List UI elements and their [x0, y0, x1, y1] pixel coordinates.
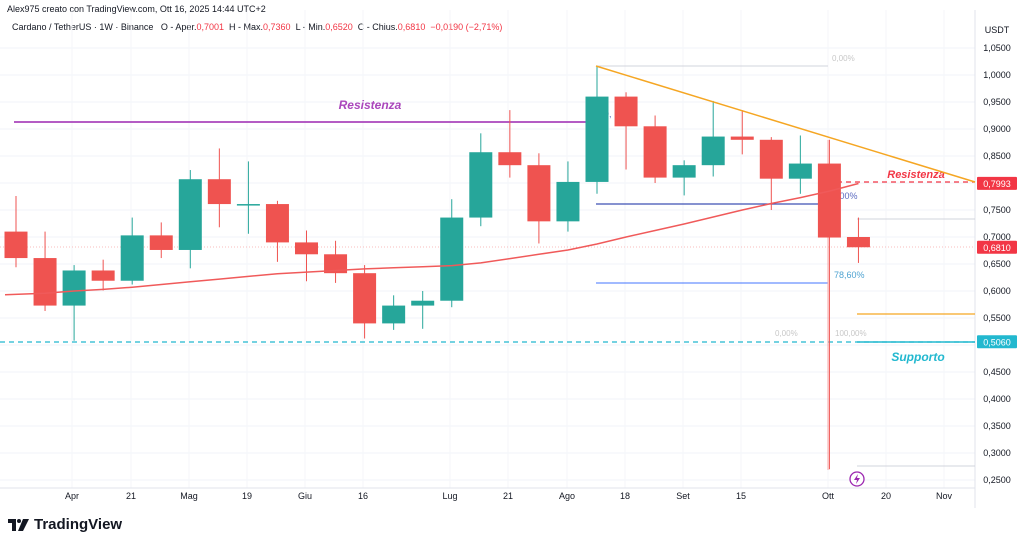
open-value: 0,7001	[196, 22, 224, 32]
fib-0-low-label: 0,00%	[775, 329, 798, 338]
time-axis[interactable]: Apr 21 Mag 19 Giu 16 Lug 21 Ago 18 Set 15 Ott 20 Nov	[65, 491, 953, 501]
candle[interactable]	[411, 291, 435, 329]
open-label: O - Aper.	[160, 22, 197, 32]
price-tick: 0,9500	[983, 97, 1011, 107]
price-badge: 0,7993	[977, 176, 1017, 190]
candle[interactable]	[178, 170, 202, 269]
fib-786-label: 78,60%	[834, 270, 865, 280]
resistance-label-right: Resistenza	[887, 169, 944, 181]
candlesticks[interactable]	[4, 65, 870, 470]
price-badge: 0,5060	[977, 335, 1017, 349]
price-tick: 0,2500	[983, 475, 1011, 485]
time-tick: 16	[358, 491, 368, 501]
resistance-label-top: Resistenza	[339, 98, 402, 112]
time-tick: 15	[736, 491, 746, 501]
time-tick: 18	[620, 491, 630, 501]
price-tick: 0,3000	[983, 448, 1011, 458]
currency-label: USDT	[985, 25, 1010, 35]
close-value: 0,6810	[397, 22, 426, 32]
candle[interactable]	[701, 100, 725, 177]
time-tick: Ago	[559, 491, 575, 501]
time-tick: 20	[881, 491, 891, 501]
fib-0-top-label: 0,00%	[832, 54, 855, 63]
svg-text:0,7993: 0,7993	[983, 179, 1011, 189]
candle[interactable]	[265, 200, 289, 262]
tradingview-logo-icon	[8, 518, 29, 531]
candle[interactable]	[324, 240, 348, 283]
brand-name: TradingView	[34, 516, 123, 533]
svg-text:0,6810: 0,6810	[983, 243, 1011, 253]
candle[interactable]	[4, 195, 28, 268]
candle[interactable]	[382, 295, 406, 330]
candle[interactable]	[556, 161, 580, 232]
price-tick: 0,5500	[983, 313, 1011, 323]
descending-trendline[interactable]	[595, 65, 976, 183]
candle[interactable]	[295, 230, 318, 282]
candle[interactable]	[62, 265, 86, 341]
price-tick: 1,0500	[983, 43, 1011, 53]
time-tick: Apr	[65, 491, 79, 501]
price-tick: 0,3500	[983, 421, 1011, 431]
time-tick: Ott	[822, 491, 835, 501]
time-tick: Set	[676, 491, 690, 501]
candle[interactable]	[643, 115, 667, 184]
tradingview-logo[interactable]: TradingView	[8, 516, 122, 533]
author-line: Alex975 creato con TradingView.com, Ott …	[7, 4, 266, 14]
svg-text:0,5060: 0,5060	[983, 337, 1011, 347]
price-tick: 0,9000	[983, 124, 1011, 134]
low-label: L - Min.	[295, 22, 326, 32]
symbol-name[interactable]: Cardano / TetherUS · 1W · Binance	[12, 22, 154, 32]
candle[interactable]	[236, 161, 260, 234]
low-value: 0,6520	[325, 22, 353, 32]
candle[interactable]	[585, 65, 609, 194]
price-badge: 0,6810	[977, 240, 1017, 254]
candle[interactable]	[149, 222, 173, 259]
close-label: C - Chius.	[357, 22, 398, 32]
high-label: H - Max.	[229, 22, 264, 32]
candle[interactable]	[498, 110, 522, 178]
ohlc-legend: Cardano / TetherUS · 1W · Binance O - Ap…	[12, 22, 502, 32]
price-tick: 0,7500	[983, 205, 1011, 215]
candle[interactable]	[207, 148, 231, 228]
time-tick: Mag	[180, 491, 198, 501]
price-tick: 0,4500	[983, 367, 1011, 377]
change-value: −0,0190 (−2,71%)	[430, 22, 503, 32]
candle[interactable]	[817, 139, 841, 470]
price-tick: 1,0000	[983, 70, 1011, 80]
time-tick: Nov	[936, 491, 953, 501]
candle[interactable]	[846, 217, 870, 263]
time-tick: 21	[126, 491, 136, 501]
candle[interactable]	[672, 160, 696, 196]
price-badges: 0,7993 0,6810 0,5060	[977, 176, 1017, 349]
time-tick: 19	[242, 491, 252, 501]
candle[interactable]	[440, 199, 464, 308]
price-tick: 0,7000	[983, 232, 1011, 242]
price-tick: 0,6500	[983, 259, 1011, 269]
high-value: 0,7360	[263, 22, 291, 32]
grid-lines	[0, 10, 975, 488]
candle[interactable]	[527, 153, 551, 244]
fib-0-mid-label: 0,00%	[832, 191, 858, 201]
price-tick: 0,6000	[983, 286, 1011, 296]
time-tick: Giu	[298, 491, 312, 501]
candle[interactable]	[353, 265, 377, 339]
time-tick: 21	[503, 491, 513, 501]
candle[interactable]	[730, 110, 754, 155]
candle[interactable]	[33, 231, 57, 311]
candle[interactable]	[759, 137, 783, 210]
candle[interactable]	[614, 92, 638, 170]
lightning-icon[interactable]	[849, 471, 865, 487]
price-tick: 0,8500	[983, 151, 1011, 161]
fib-100-label: 100,00%	[835, 329, 867, 338]
price-tick: 0,4000	[983, 394, 1011, 404]
time-tick: Lug	[442, 491, 457, 501]
candle[interactable]	[91, 259, 115, 291]
price-axis[interactable]: 1,0500 1,0000 0,9500 0,9000 0,8500 0,7500 0,70…	[983, 43, 1011, 485]
candle[interactable]	[120, 217, 144, 285]
moving-average-line	[4, 182, 859, 296]
candle[interactable]	[788, 135, 812, 194]
support-label: Supporto	[891, 350, 944, 364]
candle[interactable]	[469, 133, 493, 227]
